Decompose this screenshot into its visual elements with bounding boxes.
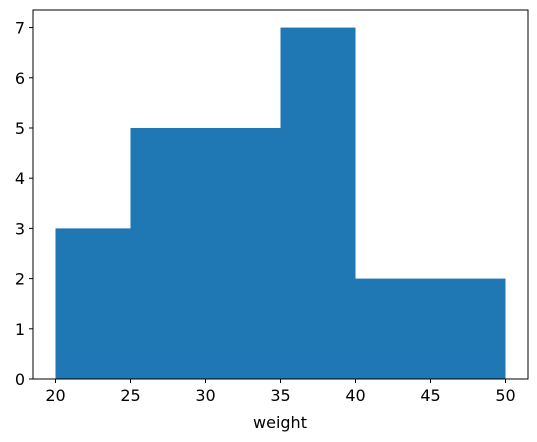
y-tick-label: 0 <box>15 370 25 389</box>
y-tick-label: 6 <box>15 69 25 88</box>
x-tick-label: 50 <box>495 386 515 405</box>
bar <box>355 278 431 379</box>
x-tick-label: 30 <box>195 386 215 405</box>
bar <box>55 228 131 379</box>
y-tick-label: 1 <box>15 320 25 339</box>
bar <box>430 278 506 379</box>
x-axis-label: weight <box>253 413 307 432</box>
y-tick-label: 3 <box>15 219 25 238</box>
y-tick-label: 5 <box>15 119 25 138</box>
x-tick-label: 35 <box>270 386 290 405</box>
bar <box>280 27 356 379</box>
x-tick-label: 20 <box>45 386 65 405</box>
y-tick-label: 2 <box>15 270 25 289</box>
x-tick-label: 25 <box>120 386 140 405</box>
y-tick-label: 4 <box>15 169 25 188</box>
x-tick-label: 45 <box>420 386 440 405</box>
x-tick-label: 40 <box>345 386 365 405</box>
bar <box>205 127 281 380</box>
bar <box>130 127 206 380</box>
y-tick-label: 7 <box>15 19 25 38</box>
